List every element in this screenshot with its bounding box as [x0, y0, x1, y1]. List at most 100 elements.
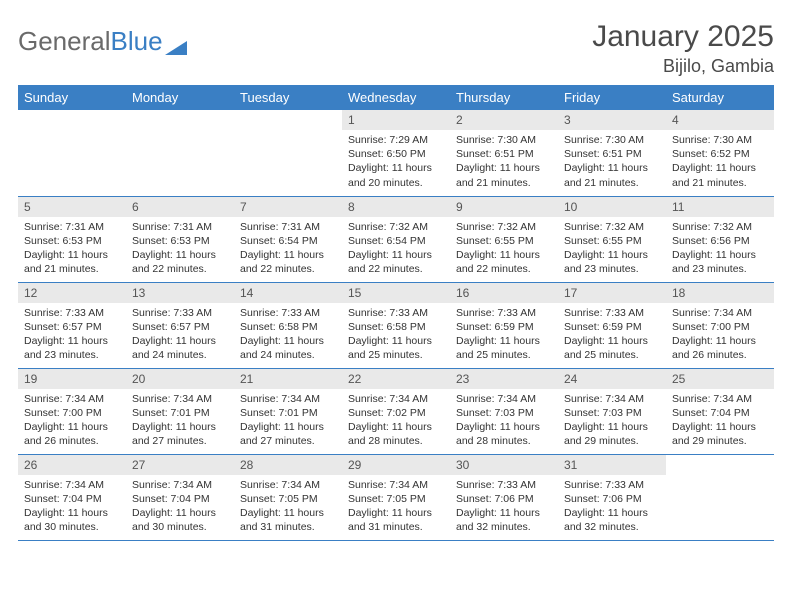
- brand-part2: Blue: [111, 26, 163, 57]
- day-details: Sunrise: 7:34 AMSunset: 7:01 PMDaylight:…: [126, 389, 234, 453]
- day-details: Sunrise: 7:34 AMSunset: 7:00 PMDaylight:…: [18, 389, 126, 453]
- calendar-cell: 20Sunrise: 7:34 AMSunset: 7:01 PMDayligh…: [126, 368, 234, 454]
- calendar-cell: 10Sunrise: 7:32 AMSunset: 6:55 PMDayligh…: [558, 196, 666, 282]
- calendar-cell: 1Sunrise: 7:29 AMSunset: 6:50 PMDaylight…: [342, 110, 450, 196]
- day-details: Sunrise: 7:30 AMSunset: 6:51 PMDaylight:…: [450, 130, 558, 194]
- day-number: 8: [342, 197, 450, 217]
- day-details: Sunrise: 7:29 AMSunset: 6:50 PMDaylight:…: [342, 130, 450, 194]
- calendar-cell: 15Sunrise: 7:33 AMSunset: 6:58 PMDayligh…: [342, 282, 450, 368]
- day-number: 23: [450, 369, 558, 389]
- brand-logo: GeneralBlue: [18, 20, 187, 57]
- day-details: Sunrise: 7:33 AMSunset: 6:59 PMDaylight:…: [558, 303, 666, 367]
- calendar-cell: 11Sunrise: 7:32 AMSunset: 6:56 PMDayligh…: [666, 196, 774, 282]
- day-details: Sunrise: 7:30 AMSunset: 6:51 PMDaylight:…: [558, 130, 666, 194]
- dayheader: Wednesday: [342, 85, 450, 110]
- calendar-table: SundayMondayTuesdayWednesdayThursdayFrid…: [18, 85, 774, 541]
- day-number: 19: [18, 369, 126, 389]
- calendar-cell: 23Sunrise: 7:34 AMSunset: 7:03 PMDayligh…: [450, 368, 558, 454]
- calendar-cell: 9Sunrise: 7:32 AMSunset: 6:55 PMDaylight…: [450, 196, 558, 282]
- day-number: 20: [126, 369, 234, 389]
- day-number: 12: [18, 283, 126, 303]
- calendar-cell: 13Sunrise: 7:33 AMSunset: 6:57 PMDayligh…: [126, 282, 234, 368]
- day-number: 13: [126, 283, 234, 303]
- day-number: 22: [342, 369, 450, 389]
- calendar-cell: 3Sunrise: 7:30 AMSunset: 6:51 PMDaylight…: [558, 110, 666, 196]
- calendar-cell: ..: [126, 110, 234, 196]
- day-details: Sunrise: 7:33 AMSunset: 6:57 PMDaylight:…: [126, 303, 234, 367]
- calendar-cell: 25Sunrise: 7:34 AMSunset: 7:04 PMDayligh…: [666, 368, 774, 454]
- calendar-cell: 29Sunrise: 7:34 AMSunset: 7:05 PMDayligh…: [342, 454, 450, 540]
- day-details: Sunrise: 7:34 AMSunset: 7:02 PMDaylight:…: [342, 389, 450, 453]
- day-number: 27: [126, 455, 234, 475]
- day-number: 21: [234, 369, 342, 389]
- day-number: 10: [558, 197, 666, 217]
- day-details: Sunrise: 7:31 AMSunset: 6:53 PMDaylight:…: [18, 217, 126, 281]
- calendar-cell: 6Sunrise: 7:31 AMSunset: 6:53 PMDaylight…: [126, 196, 234, 282]
- day-details: Sunrise: 7:33 AMSunset: 6:58 PMDaylight:…: [342, 303, 450, 367]
- day-details: Sunrise: 7:33 AMSunset: 6:57 PMDaylight:…: [18, 303, 126, 367]
- title-block: January 2025 Bijilo, Gambia: [592, 20, 774, 77]
- dayheader: Friday: [558, 85, 666, 110]
- calendar-cell: 22Sunrise: 7:34 AMSunset: 7:02 PMDayligh…: [342, 368, 450, 454]
- calendar-cell: 2Sunrise: 7:30 AMSunset: 6:51 PMDaylight…: [450, 110, 558, 196]
- day-number: 14: [234, 283, 342, 303]
- day-number: 17: [558, 283, 666, 303]
- calendar-cell: 4Sunrise: 7:30 AMSunset: 6:52 PMDaylight…: [666, 110, 774, 196]
- calendar-cell: 26Sunrise: 7:34 AMSunset: 7:04 PMDayligh…: [18, 454, 126, 540]
- day-details: Sunrise: 7:34 AMSunset: 7:03 PMDaylight:…: [450, 389, 558, 453]
- dayheader: Monday: [126, 85, 234, 110]
- calendar-cell: ..: [234, 110, 342, 196]
- calendar-cell: 19Sunrise: 7:34 AMSunset: 7:00 PMDayligh…: [18, 368, 126, 454]
- day-details: Sunrise: 7:34 AMSunset: 7:05 PMDaylight:…: [342, 475, 450, 539]
- calendar-cell: 7Sunrise: 7:31 AMSunset: 6:54 PMDaylight…: [234, 196, 342, 282]
- day-number: 4: [666, 110, 774, 130]
- calendar-cell: 8Sunrise: 7:32 AMSunset: 6:54 PMDaylight…: [342, 196, 450, 282]
- day-number: 11: [666, 197, 774, 217]
- day-number: 1: [342, 110, 450, 130]
- day-number: 24: [558, 369, 666, 389]
- calendar-cell: 12Sunrise: 7:33 AMSunset: 6:57 PMDayligh…: [18, 282, 126, 368]
- day-number: 7: [234, 197, 342, 217]
- month-title: January 2025: [592, 20, 774, 54]
- day-details: Sunrise: 7:33 AMSunset: 7:06 PMDaylight:…: [450, 475, 558, 539]
- day-number: 15: [342, 283, 450, 303]
- calendar-cell: 18Sunrise: 7:34 AMSunset: 7:00 PMDayligh…: [666, 282, 774, 368]
- day-details: Sunrise: 7:34 AMSunset: 7:01 PMDaylight:…: [234, 389, 342, 453]
- calendar-head: SundayMondayTuesdayWednesdayThursdayFrid…: [18, 85, 774, 110]
- day-details: Sunrise: 7:33 AMSunset: 7:06 PMDaylight:…: [558, 475, 666, 539]
- calendar-cell: 28Sunrise: 7:34 AMSunset: 7:05 PMDayligh…: [234, 454, 342, 540]
- day-details: Sunrise: 7:34 AMSunset: 7:03 PMDaylight:…: [558, 389, 666, 453]
- day-details: Sunrise: 7:31 AMSunset: 6:54 PMDaylight:…: [234, 217, 342, 281]
- day-details: Sunrise: 7:32 AMSunset: 6:55 PMDaylight:…: [450, 217, 558, 281]
- calendar-cell: 24Sunrise: 7:34 AMSunset: 7:03 PMDayligh…: [558, 368, 666, 454]
- dayheader: Tuesday: [234, 85, 342, 110]
- day-number: 29: [342, 455, 450, 475]
- calendar-cell: 5Sunrise: 7:31 AMSunset: 6:53 PMDaylight…: [18, 196, 126, 282]
- day-number: 18: [666, 283, 774, 303]
- calendar-cell: 17Sunrise: 7:33 AMSunset: 6:59 PMDayligh…: [558, 282, 666, 368]
- day-number: 26: [18, 455, 126, 475]
- logo-triangle-icon: [165, 33, 187, 51]
- calendar-cell: 31Sunrise: 7:33 AMSunset: 7:06 PMDayligh…: [558, 454, 666, 540]
- day-number: 31: [558, 455, 666, 475]
- location: Bijilo, Gambia: [592, 56, 774, 77]
- day-details: Sunrise: 7:33 AMSunset: 6:58 PMDaylight:…: [234, 303, 342, 367]
- day-details: Sunrise: 7:33 AMSunset: 6:59 PMDaylight:…: [450, 303, 558, 367]
- header: GeneralBlue January 2025 Bijilo, Gambia: [18, 20, 774, 77]
- day-number: 3: [558, 110, 666, 130]
- day-number: 5: [18, 197, 126, 217]
- day-details: Sunrise: 7:34 AMSunset: 7:05 PMDaylight:…: [234, 475, 342, 539]
- day-details: Sunrise: 7:34 AMSunset: 7:00 PMDaylight:…: [666, 303, 774, 367]
- dayheader: Sunday: [18, 85, 126, 110]
- calendar-cell: 16Sunrise: 7:33 AMSunset: 6:59 PMDayligh…: [450, 282, 558, 368]
- calendar-body: ......1Sunrise: 7:29 AMSunset: 6:50 PMDa…: [18, 110, 774, 540]
- calendar-cell: 14Sunrise: 7:33 AMSunset: 6:58 PMDayligh…: [234, 282, 342, 368]
- brand-part1: General: [18, 26, 111, 57]
- day-details: Sunrise: 7:32 AMSunset: 6:55 PMDaylight:…: [558, 217, 666, 281]
- calendar-cell: ..: [666, 454, 774, 540]
- calendar-cell: 30Sunrise: 7:33 AMSunset: 7:06 PMDayligh…: [450, 454, 558, 540]
- calendar-cell: ..: [18, 110, 126, 196]
- dayheader: Thursday: [450, 85, 558, 110]
- calendar-cell: 21Sunrise: 7:34 AMSunset: 7:01 PMDayligh…: [234, 368, 342, 454]
- day-details: Sunrise: 7:34 AMSunset: 7:04 PMDaylight:…: [126, 475, 234, 539]
